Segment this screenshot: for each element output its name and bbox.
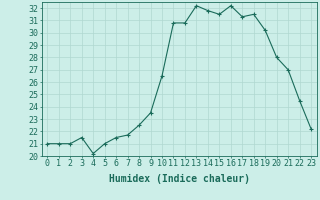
X-axis label: Humidex (Indice chaleur): Humidex (Indice chaleur) bbox=[109, 174, 250, 184]
